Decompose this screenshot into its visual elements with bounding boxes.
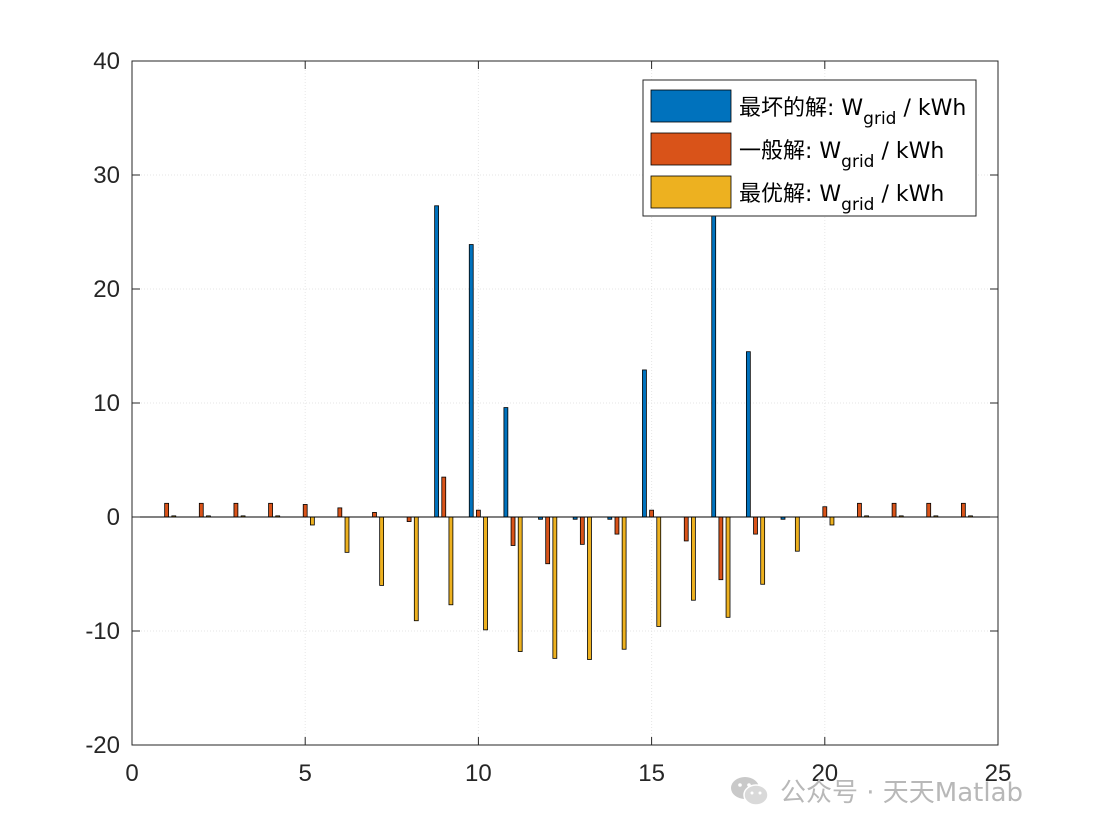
bar [233,502,239,518]
bar [434,205,439,518]
bar [656,516,662,627]
watermark-text: 公众号 · 天天Matlab [780,778,1024,808]
x-tick-label: 5 [299,760,312,787]
bar [579,516,585,545]
bars-group [164,174,973,660]
bar [476,509,481,518]
bar [441,476,447,518]
x-tick-label: 15 [638,760,665,787]
bar [302,504,308,518]
legend-label: 一般解: Wgrid / kWh [739,139,944,172]
bar [545,516,551,565]
bar [621,516,627,650]
bar [198,502,204,518]
legend-label: 最优解: Wgrid / kWh [739,182,944,215]
bar [372,512,377,518]
bar [483,516,488,631]
bar [960,502,966,518]
bar [760,516,766,585]
y-tick-label: 10 [93,390,120,417]
bar [691,516,696,601]
y-tick-label: 40 [93,48,120,75]
bar [642,369,647,518]
bar [745,351,751,518]
bar [891,502,897,518]
x-tick-label: 20 [811,760,838,787]
bar [926,502,932,518]
bar [587,516,592,660]
legend: 最坏的解: Wgrid / kWh 一般解: Wgrid / kWh 最优解: Wg… [642,79,977,217]
bar [829,516,835,526]
bar [268,502,273,518]
bar [552,516,558,659]
y-tick-label: 30 [93,162,120,189]
wechat-icon [730,774,770,808]
y-tick-label: 0 [107,504,120,531]
bar [649,509,654,518]
bar [822,506,828,518]
bar [510,516,516,546]
bar [379,516,385,586]
bar [503,407,509,518]
x-tick-label: 25 [985,760,1012,787]
x-tick-label: 10 [465,760,492,787]
legend-swatch [650,89,732,123]
bar [468,244,474,518]
bar [309,516,315,526]
bar [725,516,731,618]
bar [614,516,620,535]
bar [753,516,758,535]
legend-label: 最坏的解: Wgrid / kWh [739,96,966,129]
y-tick-label: -10 [85,618,120,645]
bar [794,516,800,552]
legend-swatch [650,132,732,166]
bar [337,507,343,518]
x-tick-label: 0 [125,760,138,787]
bar [413,516,419,622]
y-tick-label: 20 [93,276,120,303]
axis-ticks: 0 5 10 15 20 25 -20 -10 0 10 20 30 40 [85,48,1011,787]
bar [711,174,717,518]
watermark: 公众号 · 天天Matlab [730,772,1023,809]
legend-swatch [650,175,732,209]
bar [448,516,454,606]
bar [406,516,412,522]
bar [164,502,170,518]
bar [517,516,523,652]
bar [857,502,862,518]
bar [718,516,724,581]
bar [683,516,689,542]
y-tick-label: -20 [85,732,120,759]
bar [344,516,350,553]
